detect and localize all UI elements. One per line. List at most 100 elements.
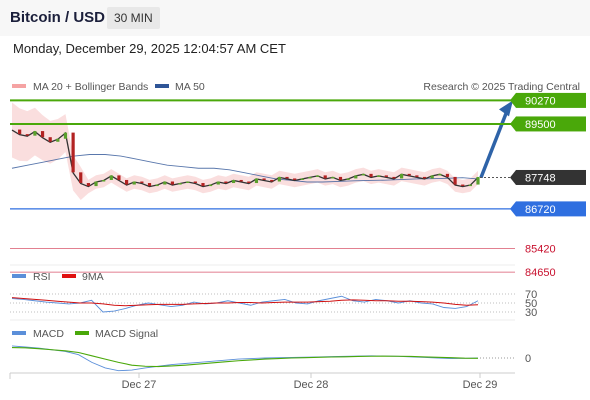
rsi-ma9-line [11,297,479,307]
level-label-85420: 85420 [525,244,556,256]
macd-legend-swatch [12,331,26,335]
candle [354,175,358,179]
candle [71,132,75,173]
candle [438,173,442,176]
level-label-89500: 89500 [525,119,556,131]
level-tag-89500 [516,116,586,132]
timestamp: Monday, December 29, 2025 12:04:57 AM CE… [13,41,286,56]
level-tag-pointer-86720 [510,201,516,217]
candle [147,183,152,187]
candle [117,175,121,180]
candle [361,173,366,176]
candle [155,184,159,187]
macd-panel [11,345,515,372]
candle [369,173,373,177]
rsi-line [11,295,479,313]
rsi-tick-30: 30 [525,307,537,319]
signal-legend-label: MACD Signal [95,328,158,340]
candle [430,175,434,179]
candle [254,178,259,184]
candle [186,181,190,184]
macd-signal-line [11,347,479,368]
candle [338,176,343,180]
candle [247,181,251,184]
level-tag-90270 [516,92,586,108]
candle [293,178,297,180]
candle [300,178,304,180]
candle [377,175,381,177]
candle [132,181,136,185]
candle [209,184,213,187]
candle [193,181,197,184]
candle [25,134,29,136]
instrument-title: Bitcoin / USD [10,9,106,26]
ma50-line [11,154,479,183]
candle [178,183,182,185]
macd-tick-0: 0 [525,353,531,365]
candle [40,131,45,138]
price-panel [11,100,513,201]
rsi-panel [10,293,515,313]
level-tag-pointer-89500 [510,116,516,132]
candle [285,176,289,179]
candle [18,129,22,135]
candle [124,179,129,185]
candle [415,175,419,177]
candle [384,175,388,177]
candle [422,176,427,179]
candle [201,183,205,187]
rsi-tick-50: 50 [525,298,537,310]
candle [79,172,83,184]
rsi-tick-70: 70 [525,289,537,301]
candle [392,176,396,179]
level-tag-87748 [516,169,586,185]
candle [277,176,281,182]
x-tick-label-dec29: Dec 29 [463,379,498,391]
level-label-86720: 86720 [525,204,556,216]
target-arrow-head [499,100,513,117]
ma9-legend-swatch [62,274,76,278]
level-label-87748: 87748 [525,172,556,184]
candle [48,137,52,142]
candle [239,179,243,182]
candle [216,181,220,185]
candle [400,173,404,179]
candle [231,179,236,184]
candle [86,183,90,187]
candle [94,181,98,187]
candle [140,181,144,184]
candle [476,176,480,185]
candle [308,176,312,179]
ma50-legend-label: MA 50 [175,81,205,93]
macd-legend-label: MACD [33,328,64,340]
candle [224,181,228,184]
candle [109,175,113,180]
ma9-legend-label: 9MA [82,271,104,283]
bb-legend-label: MA 20 + Bollinger Bands [33,81,148,93]
x-tick-label-dec28: Dec 28 [294,379,329,391]
signal-legend-swatch [75,331,89,335]
level-tag-86720 [516,201,586,217]
ma50-legend-swatch [155,84,169,88]
candle [170,181,175,185]
timeframe-badge[interactable]: 30 MIN [107,7,160,29]
candle [445,173,450,177]
candle [346,178,350,180]
candle [163,181,167,185]
candle [468,184,472,187]
candle [315,175,320,177]
rsi-legend-label: RSI [33,271,51,283]
candle [407,173,411,176]
candle [270,179,274,182]
macd-line [11,345,479,372]
candle [56,138,60,142]
x-tick-label-dec27: Dec 27 [122,379,157,391]
candle [331,176,335,179]
bollinger-band [12,102,478,201]
bb-legend-swatch [12,84,26,88]
candle [102,179,106,182]
header-bar: Bitcoin / USD 30 MIN [0,0,590,36]
level-label-84650: 84650 [525,267,556,279]
candle [323,175,327,179]
